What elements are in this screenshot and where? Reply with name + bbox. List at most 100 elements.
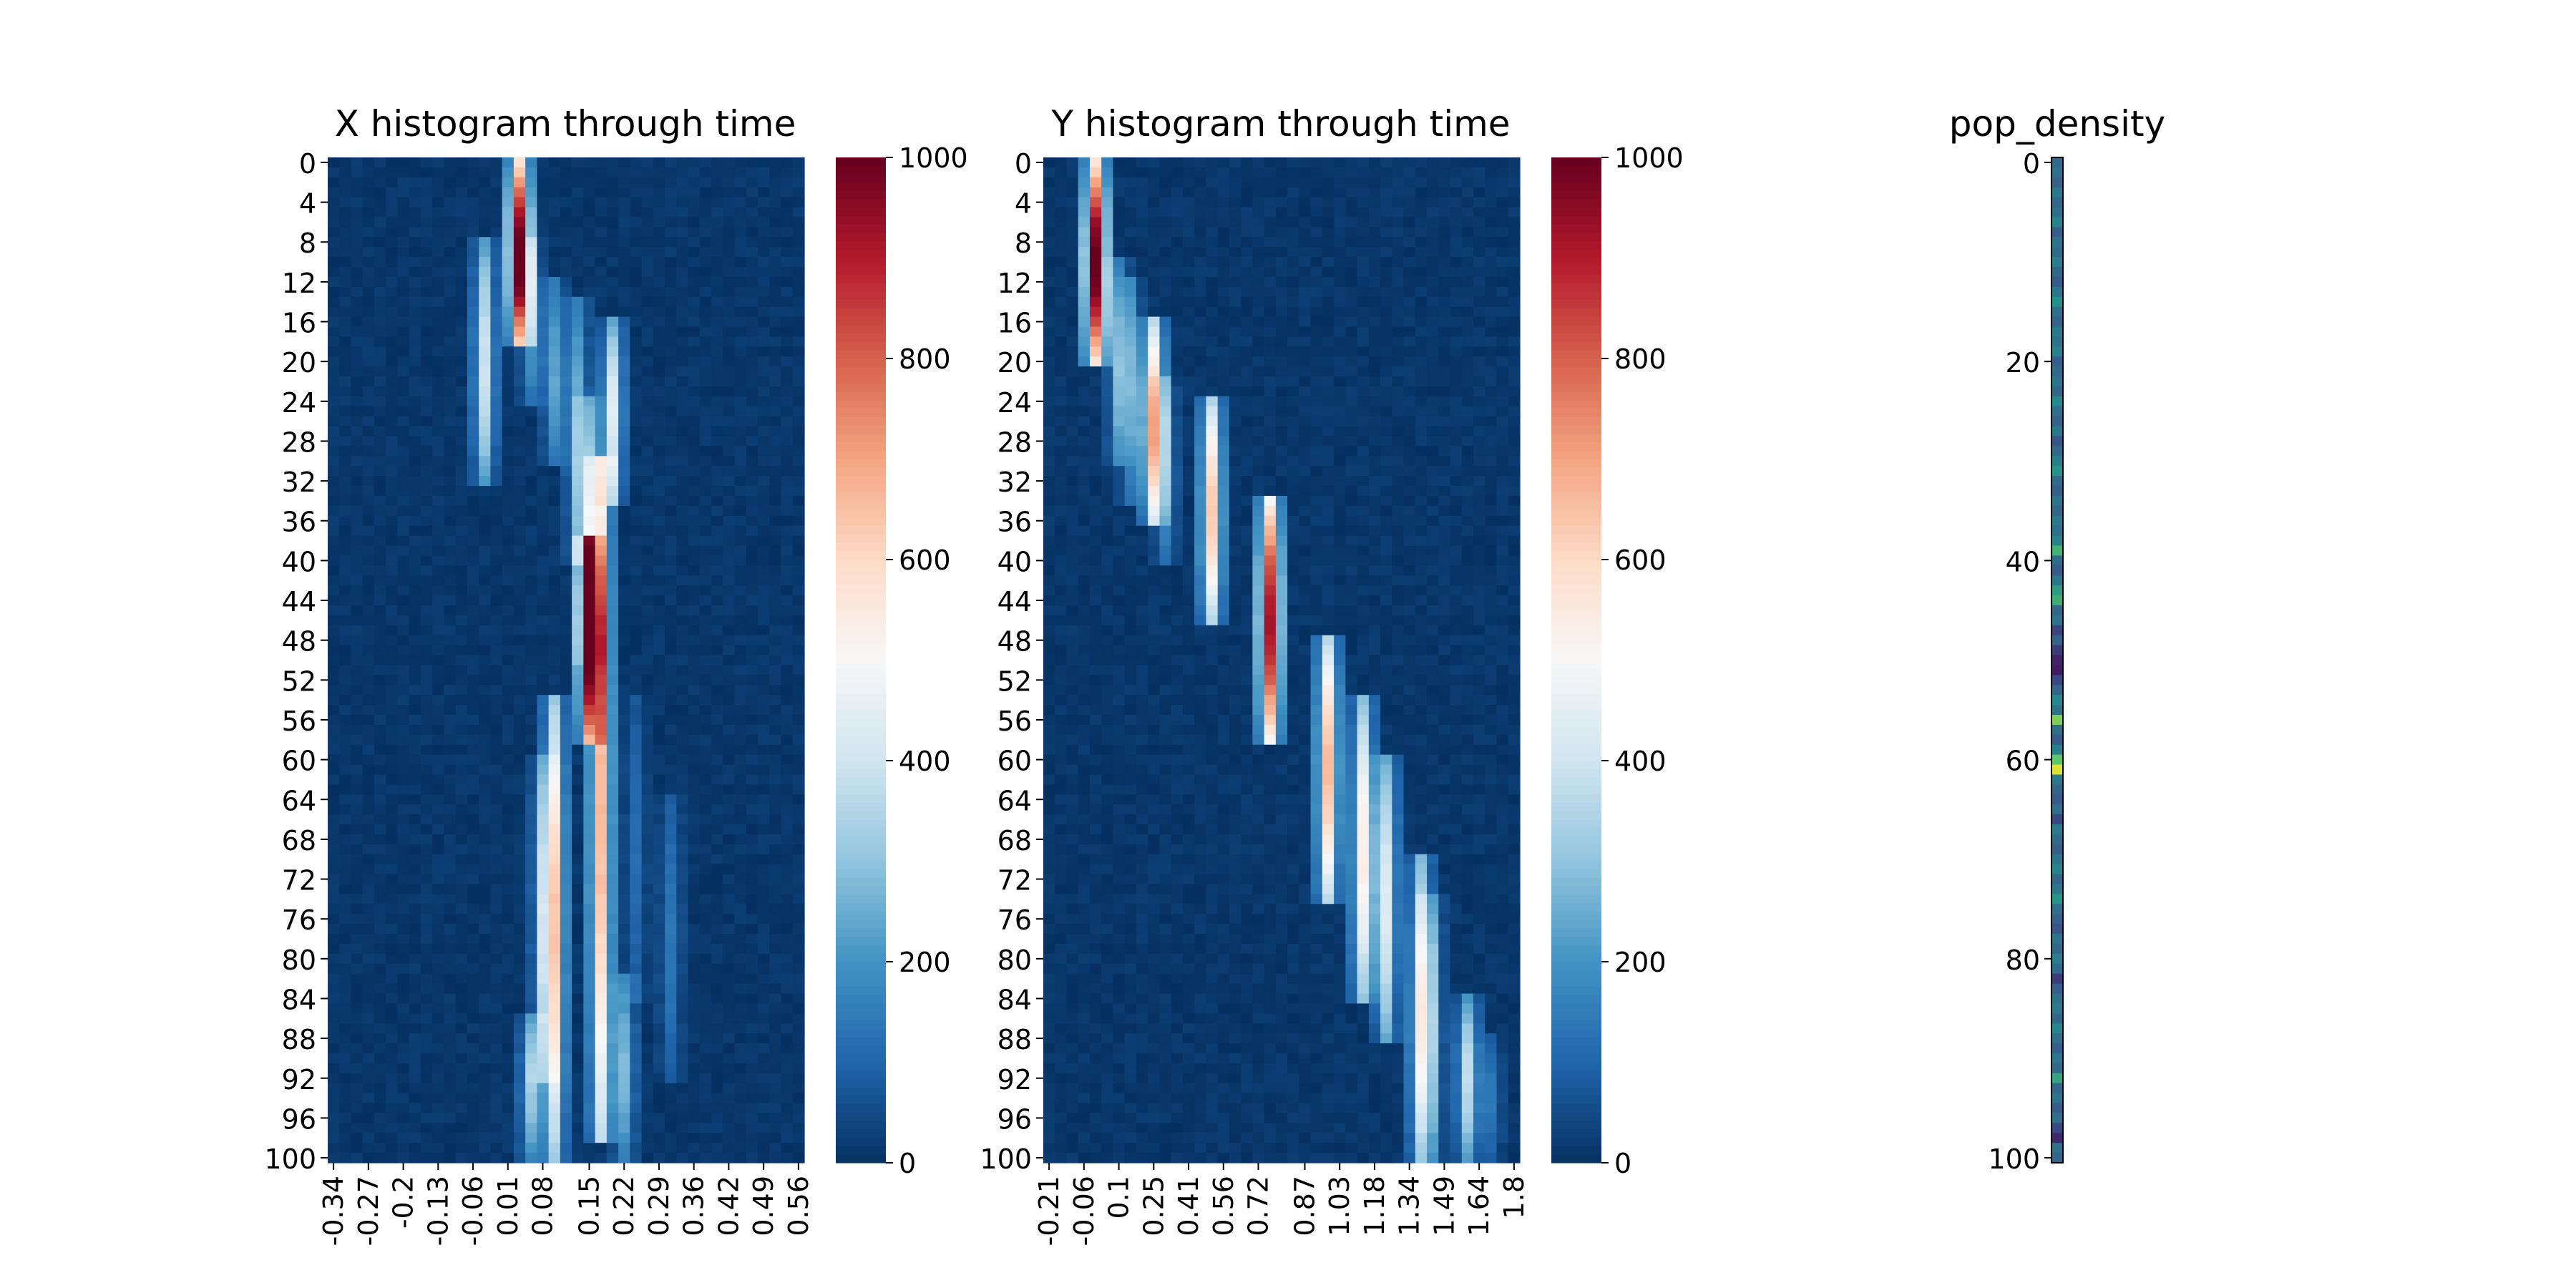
heatmap-cell xyxy=(339,247,352,258)
heatmap-cell xyxy=(444,1023,457,1034)
heatmap-cell xyxy=(490,466,503,477)
heatmap-cell xyxy=(1241,177,1253,188)
heatmap-cell xyxy=(560,1153,572,1163)
heatmap-cell xyxy=(432,267,445,278)
heatmap-cell xyxy=(1148,306,1161,318)
colorbar-segment xyxy=(836,350,886,359)
heatmap-cell xyxy=(711,1153,723,1163)
heatmap-cell xyxy=(432,824,445,835)
heatmap-cell xyxy=(723,894,736,904)
heatmap-cell xyxy=(1159,306,1172,318)
heatmap-cell xyxy=(1415,197,1428,208)
colorbar-segment xyxy=(836,987,886,996)
heatmap-cell xyxy=(746,1083,758,1094)
heatmap-cell xyxy=(490,276,503,288)
heatmap-cell xyxy=(758,296,770,308)
heatmap-cell xyxy=(758,1143,770,1153)
heatmap-cell xyxy=(699,814,712,825)
heatmap-cell xyxy=(467,635,479,646)
heatmap-cell xyxy=(386,1093,399,1104)
heatmap-cell xyxy=(479,545,492,557)
heatmap-cell xyxy=(328,934,340,945)
heatmap-cell xyxy=(746,804,758,815)
heatmap-cell xyxy=(653,197,665,208)
heatmap-cell xyxy=(1473,197,1485,208)
heatmap-cell xyxy=(653,993,665,1005)
heatmap-cell xyxy=(444,953,457,965)
heatmap-cell xyxy=(1473,217,1485,228)
heatmap-cell xyxy=(758,943,770,955)
heatmap-cell xyxy=(653,1043,665,1054)
heatmap-cell xyxy=(1171,276,1184,288)
heatmap-cell xyxy=(1461,227,1474,238)
heatmap-cell xyxy=(548,1083,561,1094)
heatmap-cell xyxy=(513,904,526,914)
heatmap-cell xyxy=(1427,257,1439,268)
heatmap-cell xyxy=(490,734,503,746)
heatmap-cell xyxy=(479,466,492,477)
heatmap-cell xyxy=(699,276,712,288)
heatmap-cell xyxy=(1078,177,1091,188)
heatmap-cell xyxy=(409,545,421,557)
heatmap-cell xyxy=(397,595,410,606)
heatmap-cell xyxy=(479,555,492,566)
heatmap-cell xyxy=(665,1083,677,1094)
heatmap-cell xyxy=(1287,207,1299,218)
heatmap-cell xyxy=(653,914,665,924)
heatmap-cell xyxy=(560,207,572,218)
heatmap-cell xyxy=(479,346,492,357)
heatmap-cell xyxy=(595,804,608,815)
heatmap-cell xyxy=(444,834,457,845)
heatmap-cell xyxy=(792,306,805,318)
heatmap-cell xyxy=(734,1063,747,1074)
heatmap-cell xyxy=(746,1123,758,1133)
heatmap-cell xyxy=(490,924,503,935)
heatmap-cell xyxy=(467,924,479,935)
heatmap-cell xyxy=(467,1053,479,1064)
heatmap-cell xyxy=(351,635,364,646)
colorbar-segment xyxy=(836,560,886,569)
heatmap-cell xyxy=(386,794,399,805)
heatmap-cell xyxy=(1078,187,1091,198)
heatmap-cell xyxy=(699,1063,712,1074)
heatmap-cell xyxy=(699,306,712,318)
heatmap-cell xyxy=(618,1033,630,1044)
heatmap-cell xyxy=(572,167,584,178)
heatmap-cell xyxy=(513,585,526,596)
heatmap-cell xyxy=(537,476,550,487)
heatmap-cell xyxy=(362,336,375,347)
heatmap-cell xyxy=(653,715,665,726)
heatmap-cell xyxy=(688,784,701,795)
heatmap-cell xyxy=(513,615,526,626)
heatmap-cell xyxy=(630,436,643,447)
heatmap-cell xyxy=(525,1003,537,1014)
heatmap-cell xyxy=(688,804,701,815)
heatmap-cell xyxy=(1473,207,1485,218)
heatmap-cell xyxy=(734,436,747,447)
heatmap-cell xyxy=(1136,217,1148,228)
heatmap-cell xyxy=(537,575,550,586)
heatmap-cell xyxy=(595,565,608,576)
heatmap-cell xyxy=(362,953,375,965)
heatmap-cell xyxy=(606,595,619,606)
heatmap-cell xyxy=(1078,276,1091,288)
heatmap-cell xyxy=(455,495,468,507)
heatmap-cell xyxy=(548,1043,561,1054)
heatmap-cell xyxy=(339,1093,352,1104)
heatmap-cell xyxy=(711,794,723,805)
heatmap-cell xyxy=(409,814,421,825)
colorbar-segment xyxy=(836,1037,886,1046)
heatmap-cell xyxy=(374,824,386,835)
heatmap-cell xyxy=(479,356,492,367)
heatmap-cell xyxy=(560,535,572,547)
heatmap-cell xyxy=(467,804,479,815)
heatmap-cell xyxy=(1287,286,1299,298)
heatmap-cell xyxy=(479,754,492,766)
heatmap-cell xyxy=(409,854,421,865)
heatmap-cell xyxy=(699,227,712,238)
heatmap-cell xyxy=(583,575,596,586)
heatmap-cell xyxy=(792,993,805,1005)
heatmap-cell xyxy=(328,495,340,507)
heatmap-cell xyxy=(490,306,503,318)
heatmap-cell xyxy=(781,306,794,318)
